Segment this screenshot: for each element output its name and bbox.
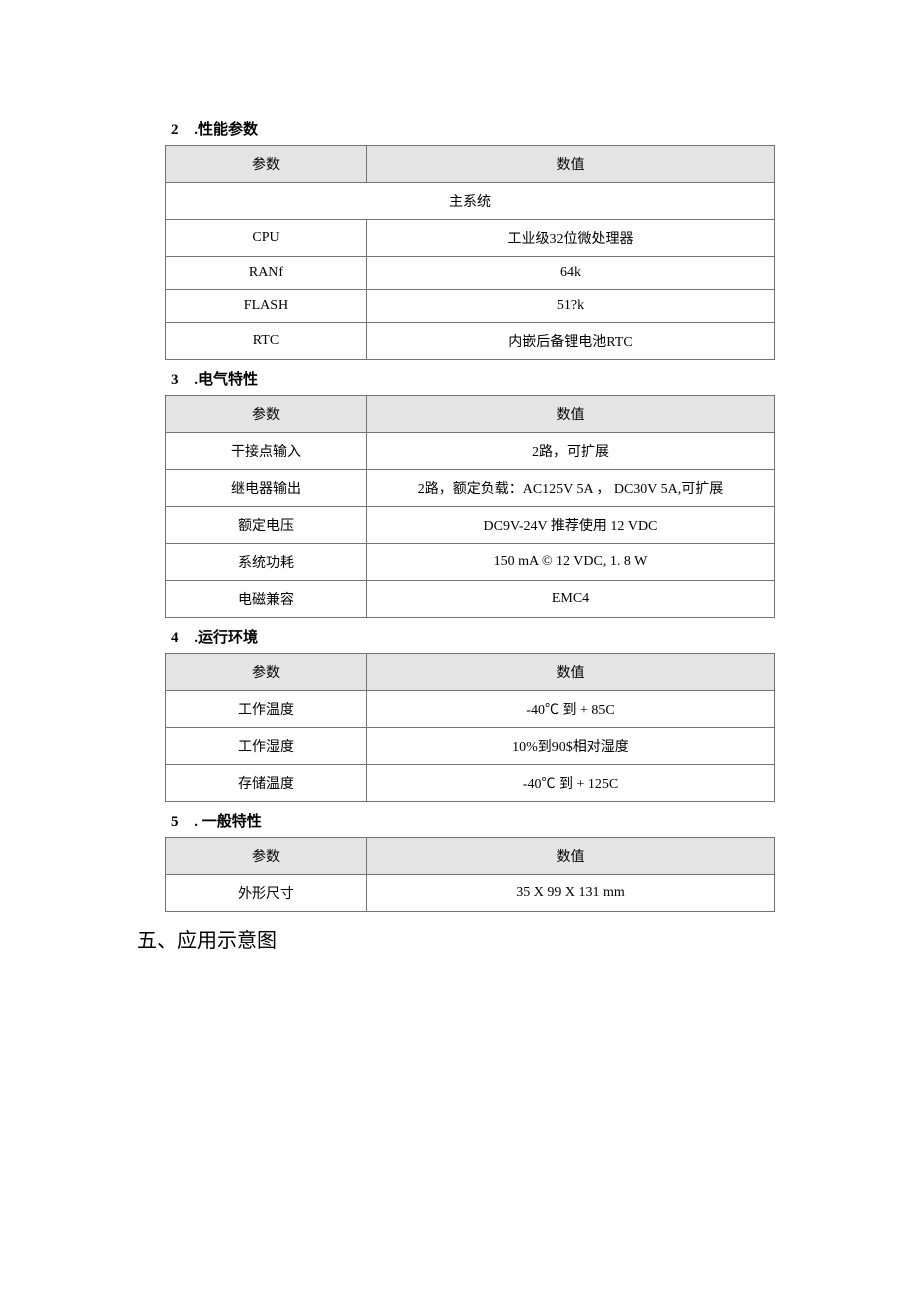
- table-row: 干接点输入 2路，可扩展: [166, 433, 775, 470]
- cell-value: 10%到90$相对湿度: [366, 728, 774, 765]
- cell-param: 继电器输出: [166, 470, 367, 507]
- table-row: 继电器输出 2路，额定负载：AC125V 5A ， DC30V 5A,可扩展: [166, 470, 775, 507]
- cell-param: FLASH: [166, 290, 367, 323]
- table-row: RTC 内嵌后备锂电池RTC: [166, 323, 775, 360]
- section-title: . 一般特性: [194, 814, 262, 830]
- cell-value: 工业级32位微处理器: [366, 220, 774, 257]
- section-number: 2: [171, 122, 179, 138]
- cell-param: CPU: [166, 220, 367, 257]
- table-row: 电磁兼容 EMC4: [166, 581, 775, 618]
- section-number: 3: [171, 372, 179, 388]
- table-row: 存储温度 -40℃ 到 + 125C: [166, 765, 775, 802]
- cell-value: 35 X 99 X 131 mm: [366, 875, 774, 912]
- section-row-label: 主系统: [166, 183, 775, 220]
- section-heading-3: 3 .电气特性: [171, 368, 775, 389]
- table-section-row: 主系统: [166, 183, 775, 220]
- header-param: 参数: [166, 396, 367, 433]
- table-environment: 参数 数值 工作温度 -40℃ 到 + 85C 工作湿度 10%到90$相对湿度…: [165, 653, 775, 802]
- cell-param: 额定电压: [166, 507, 367, 544]
- table-row: 外形尺寸 35 X 99 X 131 mm: [166, 875, 775, 912]
- table-row: 工作湿度 10%到90$相对湿度: [166, 728, 775, 765]
- cell-value: 51?k: [366, 290, 774, 323]
- header-param: 参数: [166, 654, 367, 691]
- table-header-row: 参数 数值: [166, 838, 775, 875]
- table-general: 参数 数值 外形尺寸 35 X 99 X 131 mm: [165, 837, 775, 912]
- table-header-row: 参数 数值: [166, 654, 775, 691]
- cell-value: DC9V-24V 推荐使用 12 VDC: [366, 507, 774, 544]
- section-title: .性能参数: [194, 122, 258, 138]
- cell-param: 外形尺寸: [166, 875, 367, 912]
- cell-param: 电磁兼容: [166, 581, 367, 618]
- table-row: FLASH 51?k: [166, 290, 775, 323]
- cell-value: -40℃ 到 + 125C: [366, 765, 774, 802]
- cell-value: 2路，可扩展: [366, 433, 774, 470]
- cell-value: -40℃ 到 + 85C: [366, 691, 774, 728]
- section-title: .电气特性: [194, 372, 258, 388]
- cell-value: 64k: [366, 257, 774, 290]
- section-title: .运行环境: [194, 630, 258, 646]
- header-value: 数值: [366, 654, 774, 691]
- table-header-row: 参数 数值: [166, 146, 775, 183]
- section-number: 5: [171, 814, 179, 830]
- table-row: RANf 64k: [166, 257, 775, 290]
- header-param: 参数: [166, 838, 367, 875]
- section-number: 4: [171, 630, 179, 646]
- table-row: 系统功耗 150 mA © 12 VDC, 1. 8 W: [166, 544, 775, 581]
- cell-param: RANf: [166, 257, 367, 290]
- cell-param: 工作温度: [166, 691, 367, 728]
- table-row: CPU 工业级32位微处理器: [166, 220, 775, 257]
- section-heading-5: 5 . 一般特性: [171, 810, 775, 831]
- cell-param: 工作湿度: [166, 728, 367, 765]
- cell-param: 干接点输入: [166, 433, 367, 470]
- header-value: 数值: [366, 838, 774, 875]
- table-electrical: 参数 数值 干接点输入 2路，可扩展 继电器输出 2路，额定负载：AC125V …: [165, 395, 775, 618]
- cell-value: 150 mA © 12 VDC, 1. 8 W: [366, 544, 774, 581]
- table-performance: 参数 数值 主系统 CPU 工业级32位微处理器 RANf 64k FLASH …: [165, 145, 775, 360]
- header-value: 数值: [366, 146, 774, 183]
- cell-value: 2路，额定负载：AC125V 5A ， DC30V 5A,可扩展: [366, 470, 774, 507]
- table-row: 额定电压 DC9V-24V 推荐使用 12 VDC: [166, 507, 775, 544]
- header-value: 数值: [366, 396, 774, 433]
- cell-param: RTC: [166, 323, 367, 360]
- header-param: 参数: [166, 146, 367, 183]
- section-heading-2: 2 .性能参数: [171, 118, 775, 139]
- cell-value: 内嵌后备锂电池RTC: [366, 323, 774, 360]
- footer-heading: 五、应用示意图: [137, 924, 775, 953]
- section-heading-4: 4 .运行环境: [171, 626, 775, 647]
- cell-param: 系统功耗: [166, 544, 367, 581]
- table-row: 工作温度 -40℃ 到 + 85C: [166, 691, 775, 728]
- table-header-row: 参数 数值: [166, 396, 775, 433]
- cell-param: 存储温度: [166, 765, 367, 802]
- cell-value: EMC4: [366, 581, 774, 618]
